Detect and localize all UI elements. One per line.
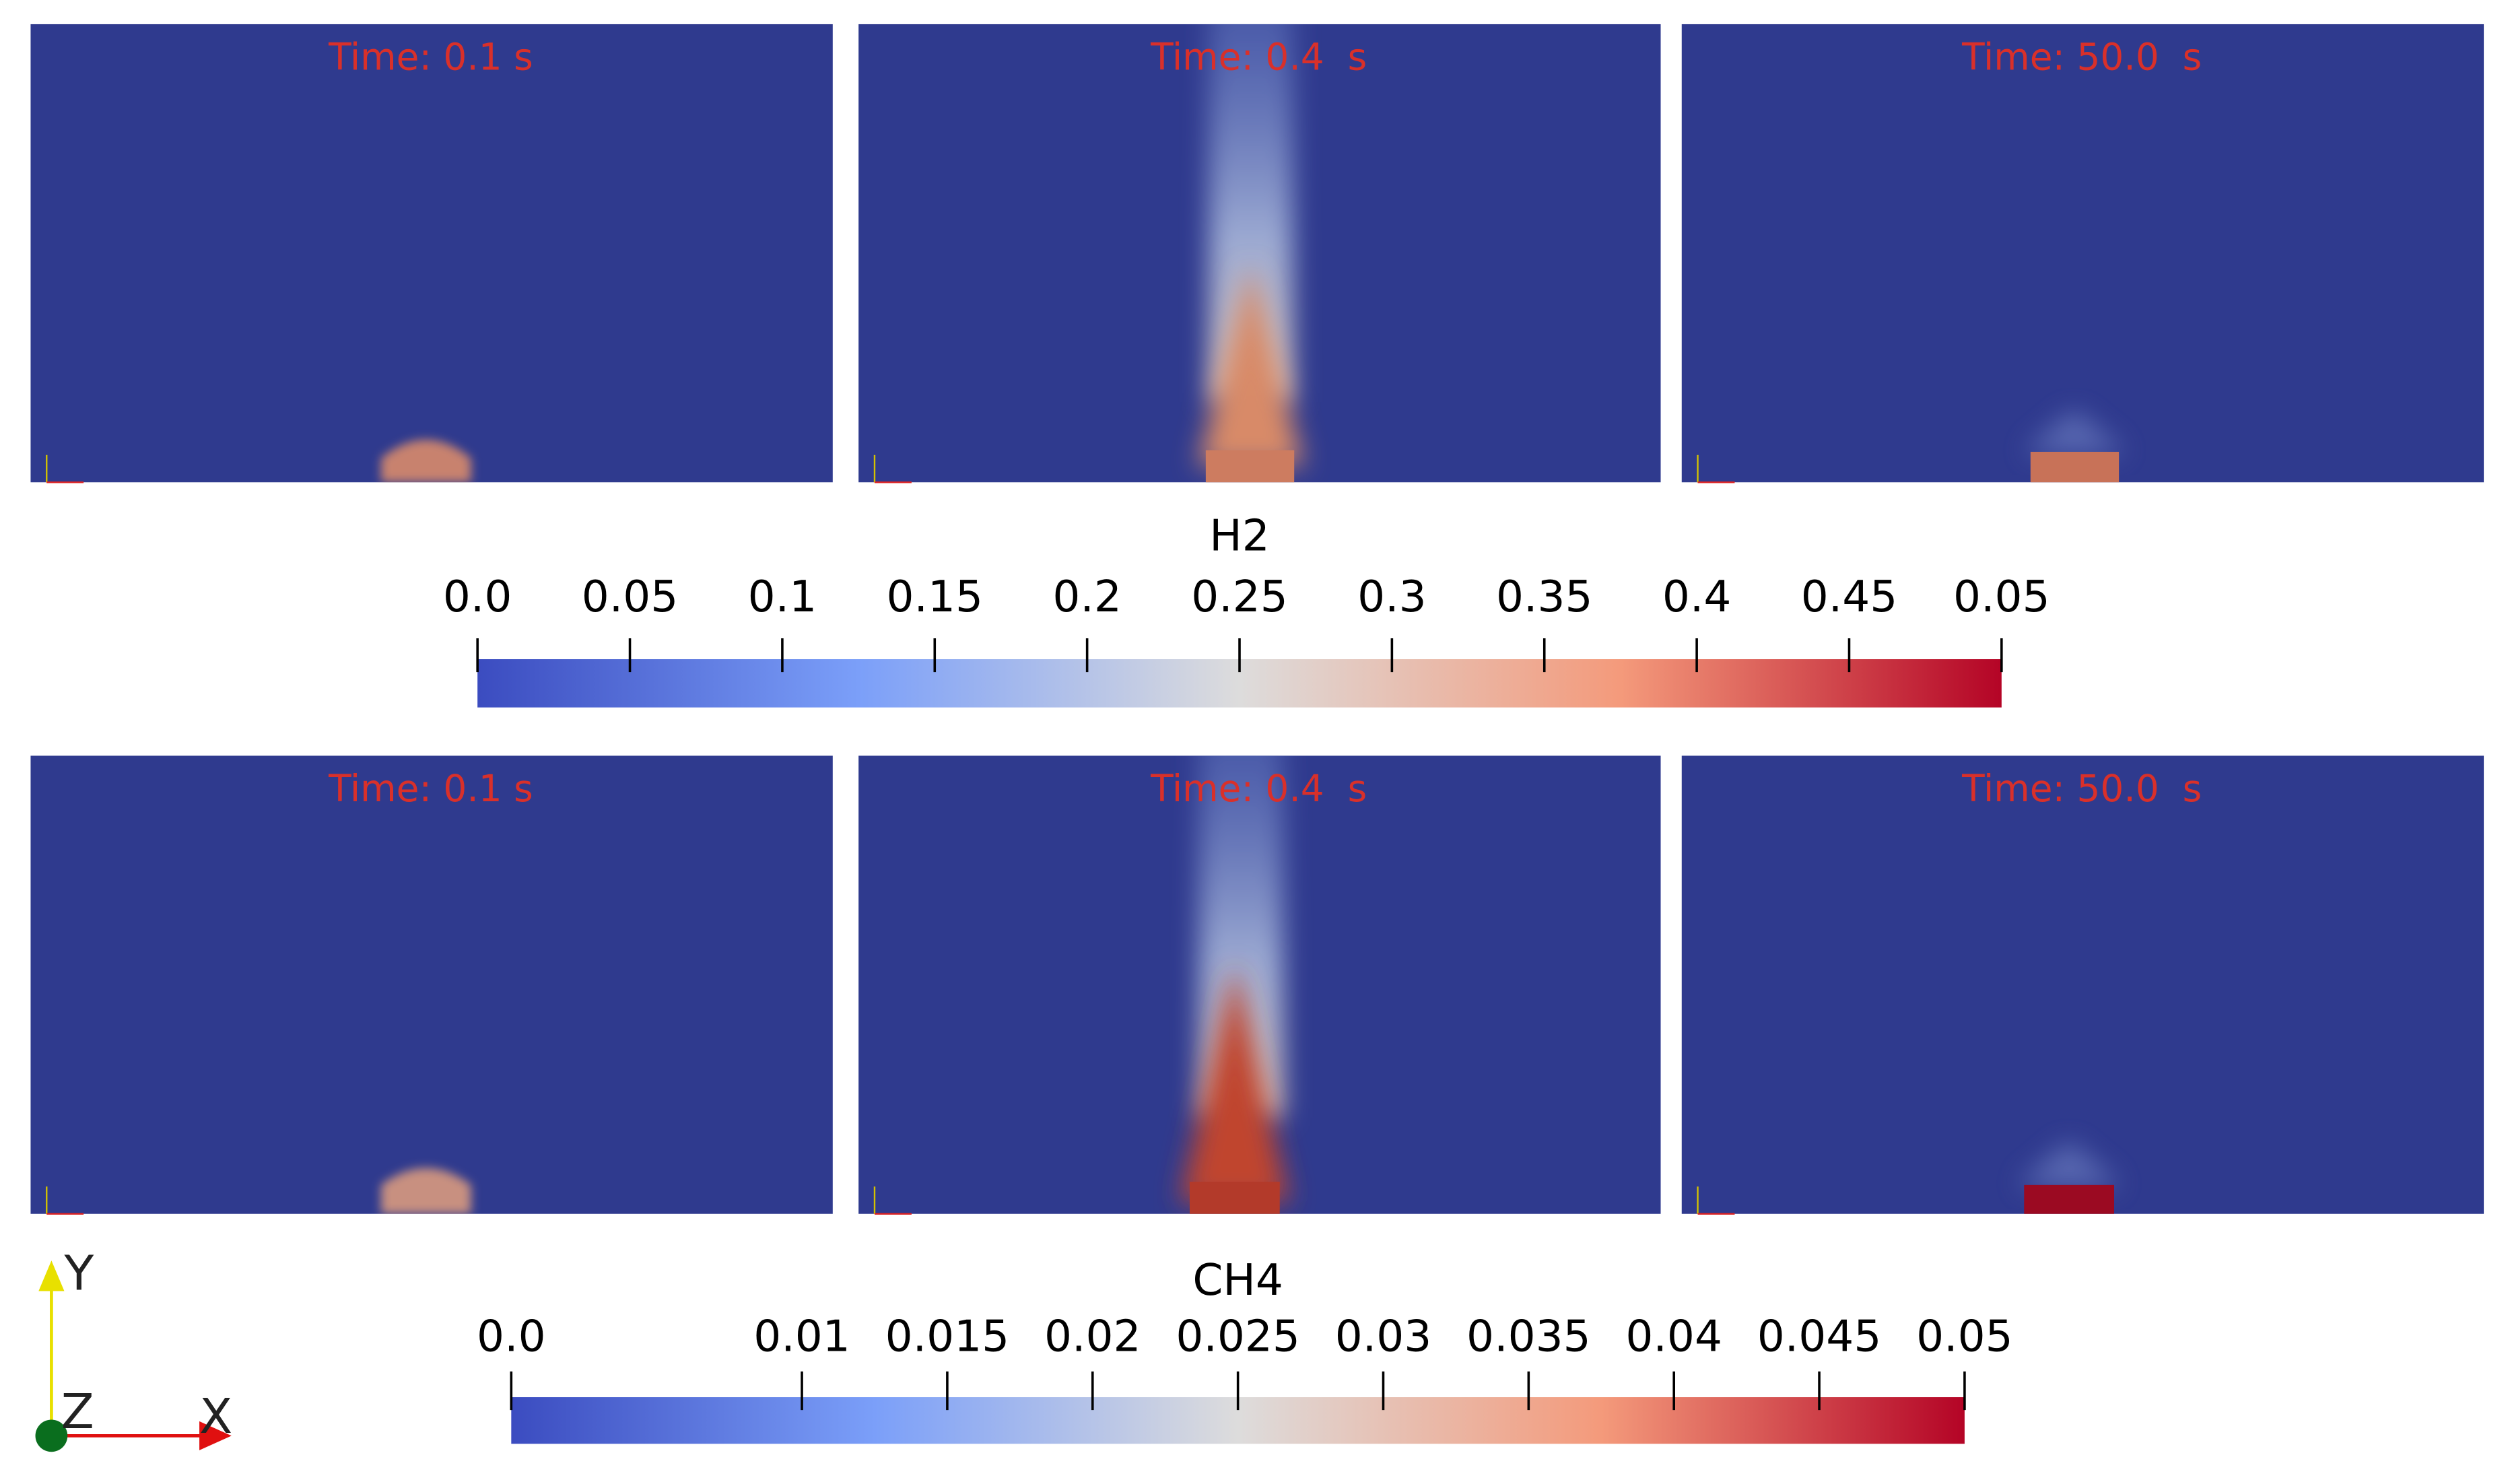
- time-label: Time: 0.1 s: [328, 35, 533, 78]
- colorbar-tick-label: 0.025: [1176, 1312, 1300, 1362]
- colorbar-tick-label: 0.3: [1357, 572, 1427, 622]
- axis-label-x: X: [199, 1388, 232, 1444]
- colorbar-tick-label: 0.4: [1662, 572, 1732, 622]
- time-label: Time: 50.0 s: [1961, 35, 2202, 78]
- time-labels: Time: 0.1 s Time: 0.4 s Time: 50.0 s Time: …: [328, 35, 2202, 809]
- time-label: Time: 0.1 s: [328, 767, 533, 810]
- colorbar-tick-label: 0.03: [1335, 1312, 1432, 1362]
- panel: [1681, 24, 2484, 483]
- orientation-axes: Y Z X: [35, 1245, 232, 1452]
- colorbar-tick-label: 0.035: [1466, 1312, 1591, 1362]
- colorbar-tick-label: 0.45: [1801, 572, 1898, 622]
- colorbar-tick-label: 0.05: [582, 572, 679, 622]
- colorbar-tick-label: 0.0: [477, 1312, 546, 1362]
- mini-triads: [46, 454, 1735, 1215]
- time-label: Time: 0.4 s: [1150, 35, 1367, 78]
- panel: [30, 755, 833, 1214]
- time-label: Time: 0.4 s: [1150, 767, 1367, 810]
- colorbar-tick-label: 0.2: [1052, 572, 1122, 622]
- panel: [858, 24, 1661, 483]
- colorbar-title: CH4: [1192, 1255, 1283, 1306]
- panel: [858, 755, 1661, 1214]
- colorbar-tick-label: 0.1: [748, 572, 817, 622]
- colorbar-tick-label: 0.01: [753, 1312, 850, 1362]
- colorbar-tick-label: 0.05: [1916, 1312, 2013, 1362]
- colorbar-tick-label: 0.045: [1757, 1312, 1882, 1362]
- panel: [1681, 755, 2484, 1214]
- time-label: Time: 50.0 s: [1961, 767, 2202, 810]
- colorbar-tick-label: 0.05: [1953, 572, 2050, 622]
- colorbar-tick-label: 0.02: [1044, 1312, 1141, 1362]
- colorbar-title: H2: [1209, 511, 1269, 562]
- colorbar-tick-label: 0.15: [887, 572, 984, 622]
- panel: [30, 24, 833, 483]
- colorbar-tick-label: 0.0: [443, 572, 512, 622]
- colorbars: H2 0.0 0.05 0.1 0.15 0.2 0.25 0.3 0.35 0.4 0.45 0.0…: [443, 511, 2050, 1444]
- colorbar-tick-label: 0.25: [1191, 572, 1288, 622]
- colorbar-tick-label: 0.015: [885, 1312, 1010, 1362]
- axis-label-y: Y: [64, 1245, 94, 1301]
- axis-label-z: Z: [61, 1384, 94, 1440]
- colorbar-tick-label: 0.04: [1625, 1312, 1722, 1362]
- colorbar-tick-label: 0.35: [1496, 572, 1593, 622]
